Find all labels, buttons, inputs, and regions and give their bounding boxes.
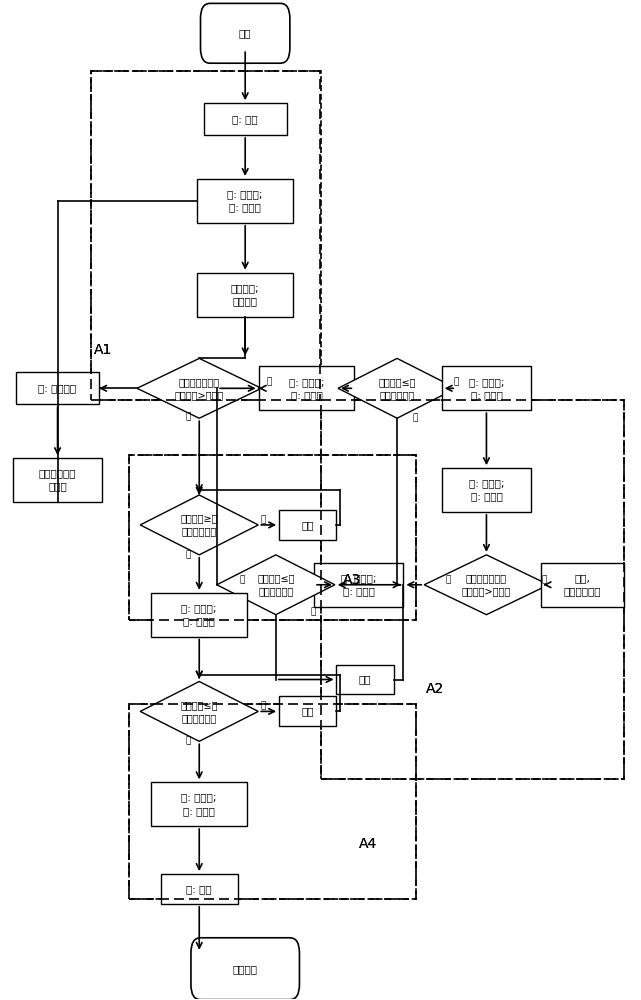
Text: 滤板悬挂杆轴向
力监测值>设定值: 滤板悬挂杆轴向 力监测值>设定值	[462, 573, 511, 596]
Text: 是: 是	[185, 737, 190, 746]
FancyBboxPatch shape	[204, 103, 287, 135]
Text: 否: 否	[260, 515, 266, 524]
Text: 是: 是	[240, 575, 246, 584]
Text: 关: 油泵: 关: 油泵	[187, 884, 212, 894]
Text: A3: A3	[344, 573, 362, 587]
Bar	[91, 71, 320, 400]
FancyBboxPatch shape	[191, 938, 299, 1000]
Text: 关: 卸压阀;
关: 合板阀: 关: 卸压阀; 关: 合板阀	[181, 793, 217, 816]
Text: A4: A4	[359, 837, 378, 851]
Bar	[129, 704, 416, 899]
FancyBboxPatch shape	[151, 782, 247, 826]
Text: 压合压力≤卸
压压力设定值: 压合压力≤卸 压压力设定值	[257, 573, 295, 596]
Text: 否: 否	[185, 413, 190, 422]
Polygon shape	[140, 681, 258, 741]
Polygon shape	[217, 555, 335, 615]
FancyBboxPatch shape	[151, 593, 247, 637]
Text: 否: 否	[445, 575, 451, 584]
FancyBboxPatch shape	[197, 273, 293, 317]
FancyBboxPatch shape	[258, 366, 354, 410]
Text: 开溢流阀;
开合板阀: 开溢流阀; 开合板阀	[231, 283, 260, 306]
Text: 是: 是	[267, 378, 272, 387]
Text: 计: 合板次数: 计: 合板次数	[38, 383, 77, 393]
Text: 关: 卸压阀;
关: 开板阀: 关: 卸压阀; 关: 开板阀	[228, 189, 263, 212]
Text: 滤板悬挂杆轴向
力监测值>设定值: 滤板悬挂杆轴向 力监测值>设定值	[174, 377, 224, 400]
Text: 关: 卸压阀;
关: 合板阀: 关: 卸压阀; 关: 合板阀	[469, 377, 504, 400]
Polygon shape	[338, 358, 456, 418]
Text: A3: A3	[344, 573, 362, 587]
Text: 压合压力≥合
板压力设定值: 压合压力≥合 板压力设定值	[181, 513, 218, 537]
Polygon shape	[424, 555, 549, 615]
Text: 合板完成: 合板完成	[233, 964, 258, 974]
Text: 是: 是	[453, 378, 458, 387]
FancyBboxPatch shape	[442, 366, 531, 410]
Text: 否: 否	[412, 414, 418, 423]
FancyBboxPatch shape	[541, 563, 624, 607]
Text: 否: 否	[260, 701, 266, 710]
Text: A2: A2	[426, 682, 444, 696]
Bar	[129, 455, 416, 620]
Text: 停机,
提示人工干预: 停机, 提示人工干预	[563, 573, 601, 596]
FancyBboxPatch shape	[201, 3, 290, 63]
Text: A1: A1	[94, 343, 113, 357]
FancyBboxPatch shape	[279, 696, 337, 726]
FancyBboxPatch shape	[197, 179, 293, 223]
Text: A2: A2	[426, 682, 444, 696]
Text: 关: 溢流阀;
开: 卸压阀: 关: 溢流阀; 开: 卸压阀	[181, 603, 217, 626]
Text: 等待: 等待	[359, 675, 371, 685]
FancyBboxPatch shape	[337, 665, 394, 694]
FancyBboxPatch shape	[279, 510, 337, 540]
Text: 开: 油泵: 开: 油泵	[233, 114, 258, 124]
Text: 压合压力≤卸
压压力设定值: 压合压力≤卸 压压力设定值	[181, 700, 218, 723]
Text: 开: 溢流阀;
开: 开板阀: 开: 溢流阀; 开: 开板阀	[469, 478, 504, 502]
Text: A4: A4	[359, 837, 378, 851]
FancyBboxPatch shape	[314, 563, 403, 607]
FancyBboxPatch shape	[442, 468, 531, 512]
Polygon shape	[140, 495, 258, 555]
Text: 是: 是	[185, 550, 190, 559]
Text: A1: A1	[94, 343, 113, 357]
FancyBboxPatch shape	[161, 874, 238, 904]
Text: 否: 否	[310, 607, 315, 616]
FancyBboxPatch shape	[13, 458, 102, 502]
Text: 合板压力≤卸
压压力设定值: 合板压力≤卸 压压力设定值	[378, 377, 416, 400]
Text: 等待: 等待	[301, 520, 314, 530]
Bar	[320, 400, 624, 779]
Text: 关: 溢流阀;
开: 卸压阀: 关: 溢流阀; 开: 卸压阀	[288, 377, 324, 400]
Polygon shape	[137, 358, 262, 418]
Text: 合板: 合板	[239, 28, 251, 38]
Text: 关: 溢流阀;
开: 卸压阀: 关: 溢流阀; 开: 卸压阀	[341, 573, 376, 596]
FancyBboxPatch shape	[16, 372, 99, 404]
Text: 是: 是	[541, 575, 547, 584]
Text: 判断合板次数
并报警: 判断合板次数 并报警	[39, 468, 76, 492]
Text: 等待: 等待	[301, 706, 314, 716]
